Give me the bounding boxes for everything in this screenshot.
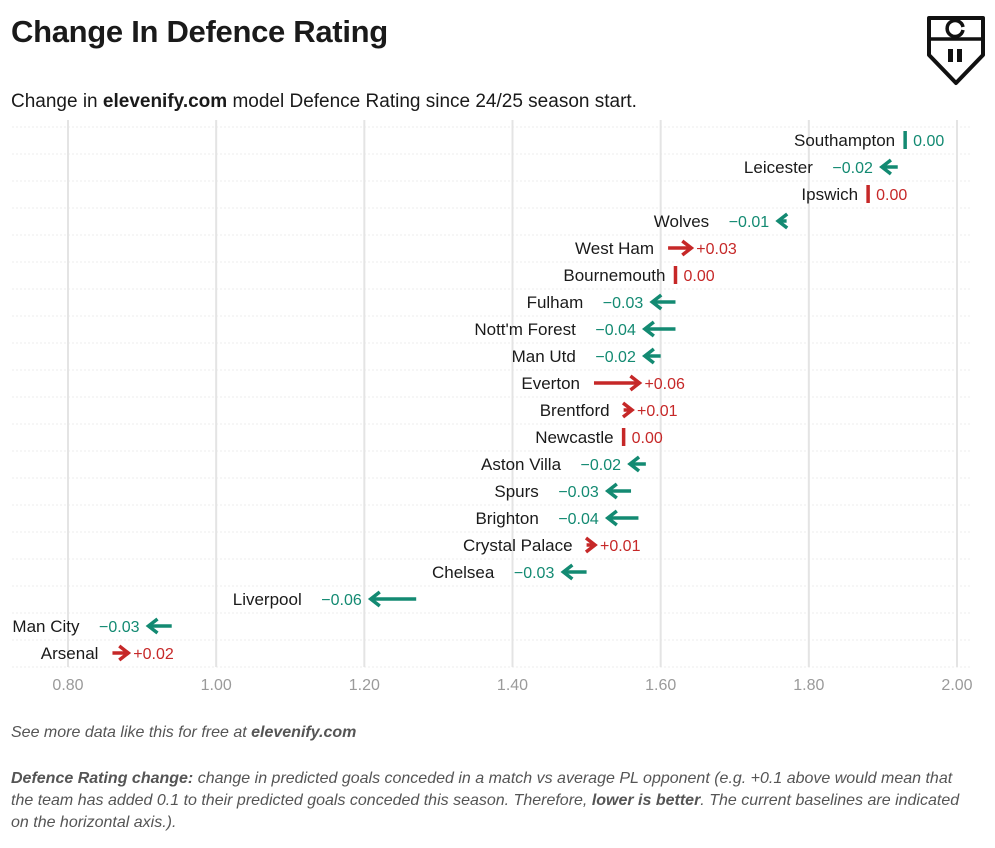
team-name-label: Southampton <box>794 131 895 150</box>
footer-note-label: Defence Rating change: <box>11 770 193 787</box>
change-value-label: −0.03 <box>603 295 644 312</box>
x-tick-label: 0.80 <box>52 677 83 694</box>
change-value-label: −0.04 <box>595 322 636 339</box>
team-row: −0.03 Man City <box>12 617 171 636</box>
team-row: −0.02 Man Utd <box>512 347 661 366</box>
team-row: −0.03 Spurs <box>494 482 631 501</box>
team-name-label: Everton <box>521 374 580 393</box>
footer-more-data: See more data like this for free at elev… <box>11 724 356 742</box>
change-value-label: −0.02 <box>832 160 873 177</box>
change-value-label: −0.02 <box>581 457 622 474</box>
change-value-label: −0.04 <box>558 511 599 528</box>
team-row: 0.00 Newcastle <box>535 428 663 447</box>
team-name-label: Spurs <box>494 482 538 501</box>
team-name-label: Ipswich <box>801 185 858 204</box>
team-name-label: Brentford <box>540 401 610 420</box>
x-tick-label: 2.00 <box>941 677 972 694</box>
subtitle-pre: Change in <box>11 91 103 112</box>
change-value-label: 0.00 <box>876 187 907 204</box>
team-name-label: Newcastle <box>535 428 613 447</box>
x-tick-label: 1.40 <box>497 677 528 694</box>
elevenify-logo-icon <box>925 15 987 87</box>
team-row: −0.03 Chelsea <box>432 563 587 582</box>
team-row: +0.01 Brentford <box>540 401 678 420</box>
footer-note-bold: lower is better <box>592 792 700 809</box>
change-value-label: −0.02 <box>595 349 636 366</box>
team-row: −0.04 Brighton <box>475 509 638 528</box>
x-tick-label: 1.80 <box>793 677 824 694</box>
team-name-label: Man Utd <box>512 347 576 366</box>
change-value-label: 0.00 <box>632 430 663 447</box>
team-name-label: Arsenal <box>41 644 99 663</box>
team-name-label: Chelsea <box>432 563 495 582</box>
footer-more-brand[interactable]: elevenify.com <box>251 724 356 741</box>
change-value-label: +0.06 <box>644 376 685 393</box>
subtitle-post: model Defence Rating since 24/25 season … <box>227 91 637 112</box>
team-name-label: Nott'm Forest <box>474 320 576 339</box>
team-row: 0.00 Bournemouth <box>563 266 714 285</box>
team-row: −0.01 Wolves <box>654 212 787 231</box>
team-row: −0.06 Liverpool <box>233 590 416 609</box>
change-value-label: 0.00 <box>913 133 944 150</box>
change-value-label: −0.03 <box>99 619 140 636</box>
team-name-label: Man City <box>12 617 80 636</box>
x-tick-label: 1.00 <box>201 677 232 694</box>
change-value-label: −0.06 <box>321 592 362 609</box>
team-name-label: Brighton <box>475 509 538 528</box>
team-name-label: Bournemouth <box>563 266 665 285</box>
footer-note: Defence Rating change: change in predict… <box>11 768 971 834</box>
team-name-label: Wolves <box>654 212 709 231</box>
change-value-label: −0.03 <box>514 565 555 582</box>
change-value-label: −0.01 <box>729 214 770 231</box>
subtitle-brand: elevenify.com <box>103 91 227 112</box>
x-tick-label: 1.60 <box>645 677 676 694</box>
team-row: 0.00 Southampton <box>794 131 944 150</box>
team-name-label: West Ham <box>575 239 654 258</box>
arrow-chart: 0.80 1.00 1.20 1.40 1.60 1.80 2.00 0.00 Southamp… <box>0 120 995 700</box>
team-row: −0.04 Nott'm Forest <box>474 320 675 339</box>
team-row: −0.02 Leicester <box>744 158 898 177</box>
change-value-label: −0.03 <box>558 484 599 501</box>
change-value-label: +0.01 <box>637 403 678 420</box>
chart-subtitle: Change in elevenify.com model Defence Ra… <box>11 91 637 113</box>
chart-title: Change In Defence Rating <box>11 14 388 50</box>
change-value-label: +0.02 <box>133 646 174 663</box>
change-value-label: +0.01 <box>600 538 641 555</box>
team-row: 0.00 Ipswich <box>801 185 907 204</box>
team-name-label: Leicester <box>744 158 813 177</box>
team-row: +0.06 Everton <box>521 374 685 393</box>
team-name-label: Fulham <box>527 293 584 312</box>
team-name-label: Aston Villa <box>481 455 562 474</box>
team-name-label: Liverpool <box>233 590 302 609</box>
team-row: −0.03 Fulham <box>527 293 676 312</box>
team-name-label: Crystal Palace <box>463 536 573 555</box>
team-row: +0.03 West Ham <box>575 239 737 258</box>
change-value-label: 0.00 <box>683 268 714 285</box>
team-row: −0.02 Aston Villa <box>481 455 646 474</box>
x-tick-label: 1.20 <box>349 677 380 694</box>
team-row: +0.02 Arsenal <box>41 644 174 663</box>
team-row: +0.01 Crystal Palace <box>463 536 641 555</box>
footer-more-pre: See more data like this for free at <box>11 724 251 741</box>
change-value-label: +0.03 <box>696 241 737 258</box>
